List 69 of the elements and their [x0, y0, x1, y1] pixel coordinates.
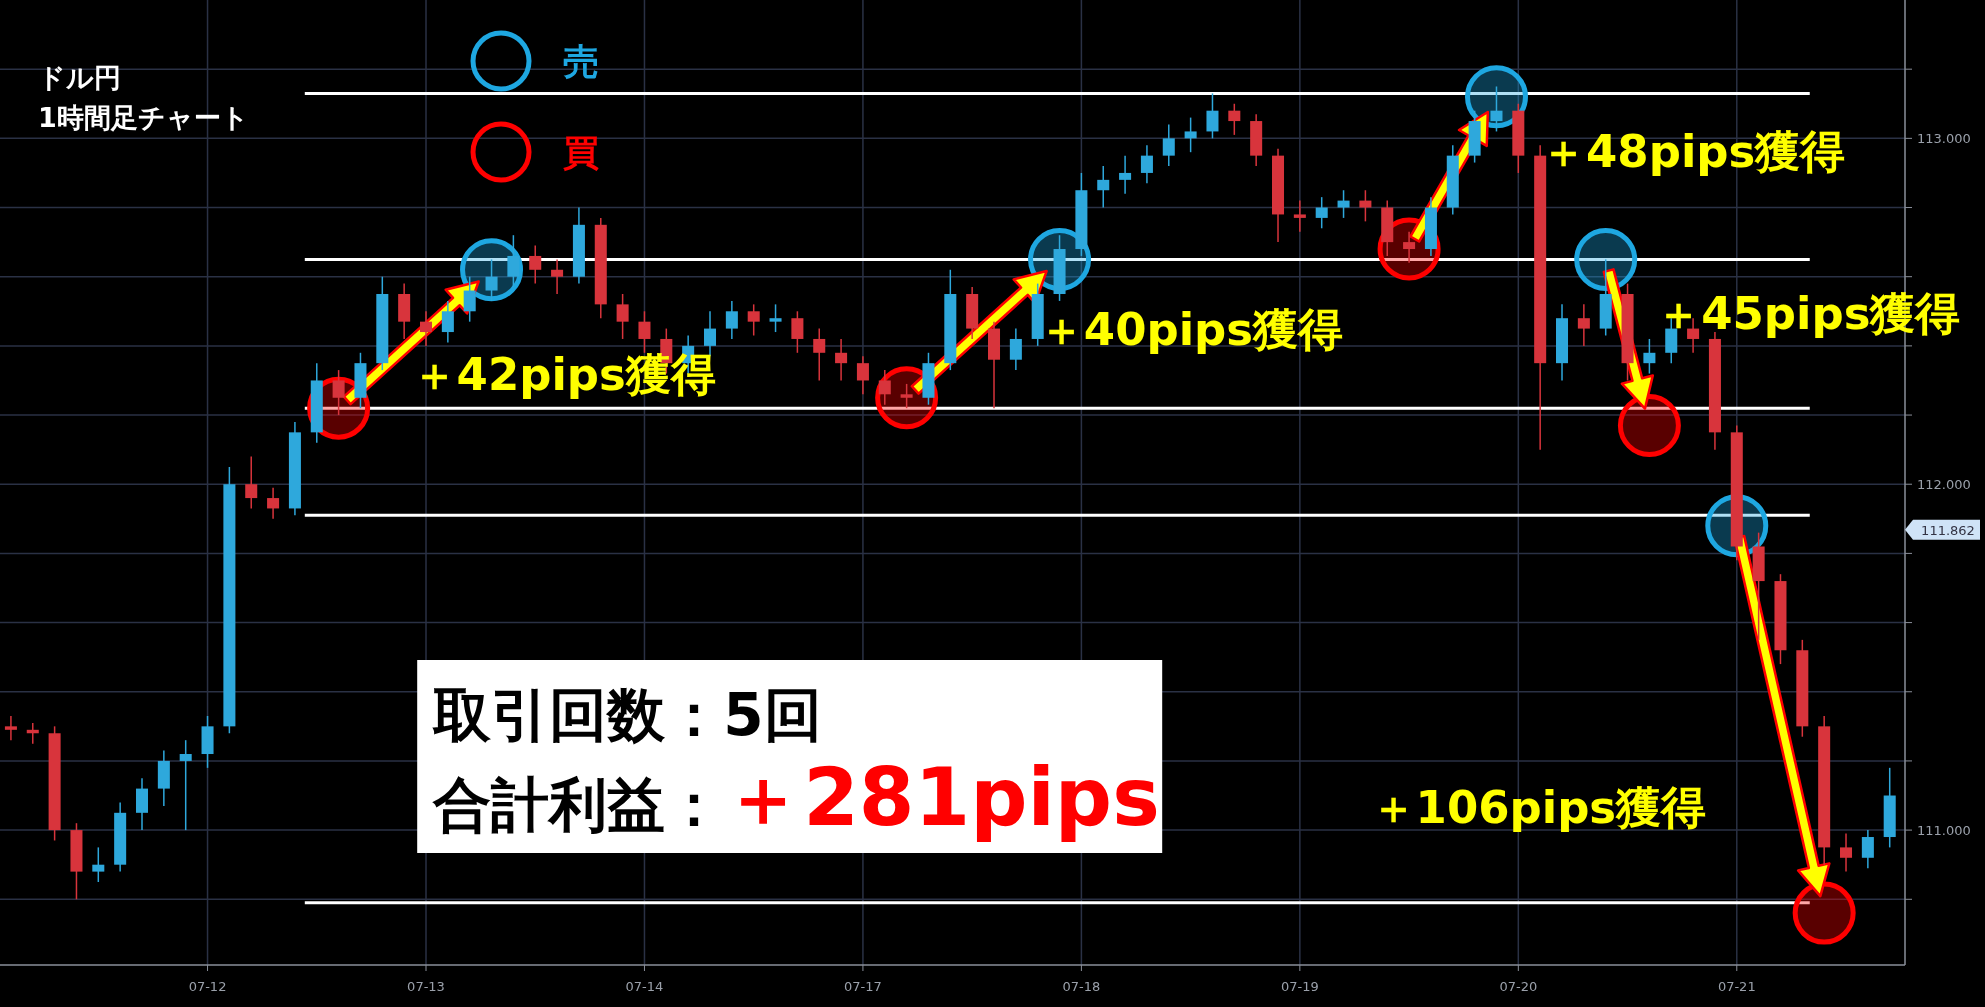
- candlestick: [1840, 832, 1853, 873]
- y-tick-label: 113.000: [1917, 131, 1971, 147]
- candlestick: [1861, 829, 1874, 869]
- candlestick: [507, 234, 520, 288]
- annotation: 合計利益：: [432, 771, 724, 839]
- candlestick: [529, 244, 542, 285]
- text: 1時間足チャート: [38, 102, 249, 133]
- legend-label: 売: [563, 41, 600, 82]
- x-tick-label: 07-21: [1717, 979, 1756, 994]
- candlestick: [616, 293, 629, 340]
- y-tick-label: 111.000: [1917, 823, 1971, 839]
- candlestick: [1228, 103, 1241, 136]
- x-tick-label: 07-18: [1062, 979, 1101, 994]
- legend-label: 買: [563, 132, 600, 173]
- x-tick-label: 07-14: [625, 979, 664, 994]
- point: [1792, 881, 1856, 945]
- candlestick: [1009, 327, 1022, 371]
- candlestick: [179, 739, 192, 831]
- candlestick: [485, 258, 498, 302]
- annotation: 取引回数：5回: [432, 681, 822, 749]
- candlestick: [878, 369, 891, 406]
- candlestick: [1206, 92, 1219, 140]
- candlestick: [4, 715, 17, 741]
- candlestick: [1359, 189, 1372, 223]
- candlestick: [245, 455, 258, 510]
- candlestick: [1097, 165, 1110, 209]
- candlestick: [1577, 303, 1590, 347]
- text: ドル円: [38, 62, 121, 93]
- candlestick: [92, 846, 105, 883]
- candlestick: [1162, 123, 1175, 167]
- y-tick-label: 112.000: [1917, 477, 1971, 493]
- annotation: ＋106pips獲得: [1370, 780, 1707, 834]
- candlestick: [1184, 116, 1197, 153]
- candlestick: [1315, 196, 1328, 230]
- candlestick: [1490, 85, 1503, 133]
- candlestick: [551, 258, 564, 295]
- candlestick: [900, 383, 913, 409]
- point: [1574, 227, 1638, 291]
- x-tick-label: 07-20: [1499, 979, 1538, 994]
- candlestick: [725, 300, 738, 340]
- candlestick: [856, 355, 869, 396]
- x-tick-label: 07-19: [1280, 979, 1319, 994]
- candlestick: [420, 310, 433, 347]
- x-tick-label: 07-13: [407, 979, 445, 994]
- annotation: ＋42pips獲得: [411, 347, 716, 401]
- candlestick: [332, 369, 345, 416]
- candlestick: [638, 310, 651, 354]
- candlestick: [1293, 199, 1306, 233]
- candlestick: [791, 310, 804, 354]
- candlestick: [441, 300, 454, 344]
- candlestick: [1643, 338, 1656, 375]
- x-tick-label: 07-17: [844, 979, 882, 994]
- candlestick: [463, 275, 476, 323]
- x-tick-label: 07-12: [188, 979, 227, 994]
- annotation: ＋48pips獲得: [1541, 124, 1846, 178]
- annotation: ＋281pips: [723, 751, 1160, 844]
- candlestick: [1140, 144, 1153, 185]
- point: [1617, 393, 1681, 457]
- candlestick: [747, 303, 760, 337]
- candlestick: [1337, 189, 1350, 219]
- candlestick: [835, 338, 848, 382]
- candlestick: [1119, 154, 1132, 195]
- candlestick: [813, 327, 826, 382]
- annotation: ＋45pips獲得: [1656, 287, 1961, 341]
- candlestick: [769, 303, 782, 333]
- candlestick: [267, 486, 280, 520]
- text: 111.862: [1921, 522, 1975, 538]
- candlestick: [1403, 230, 1416, 264]
- annotation: ＋40pips獲得: [1038, 303, 1344, 357]
